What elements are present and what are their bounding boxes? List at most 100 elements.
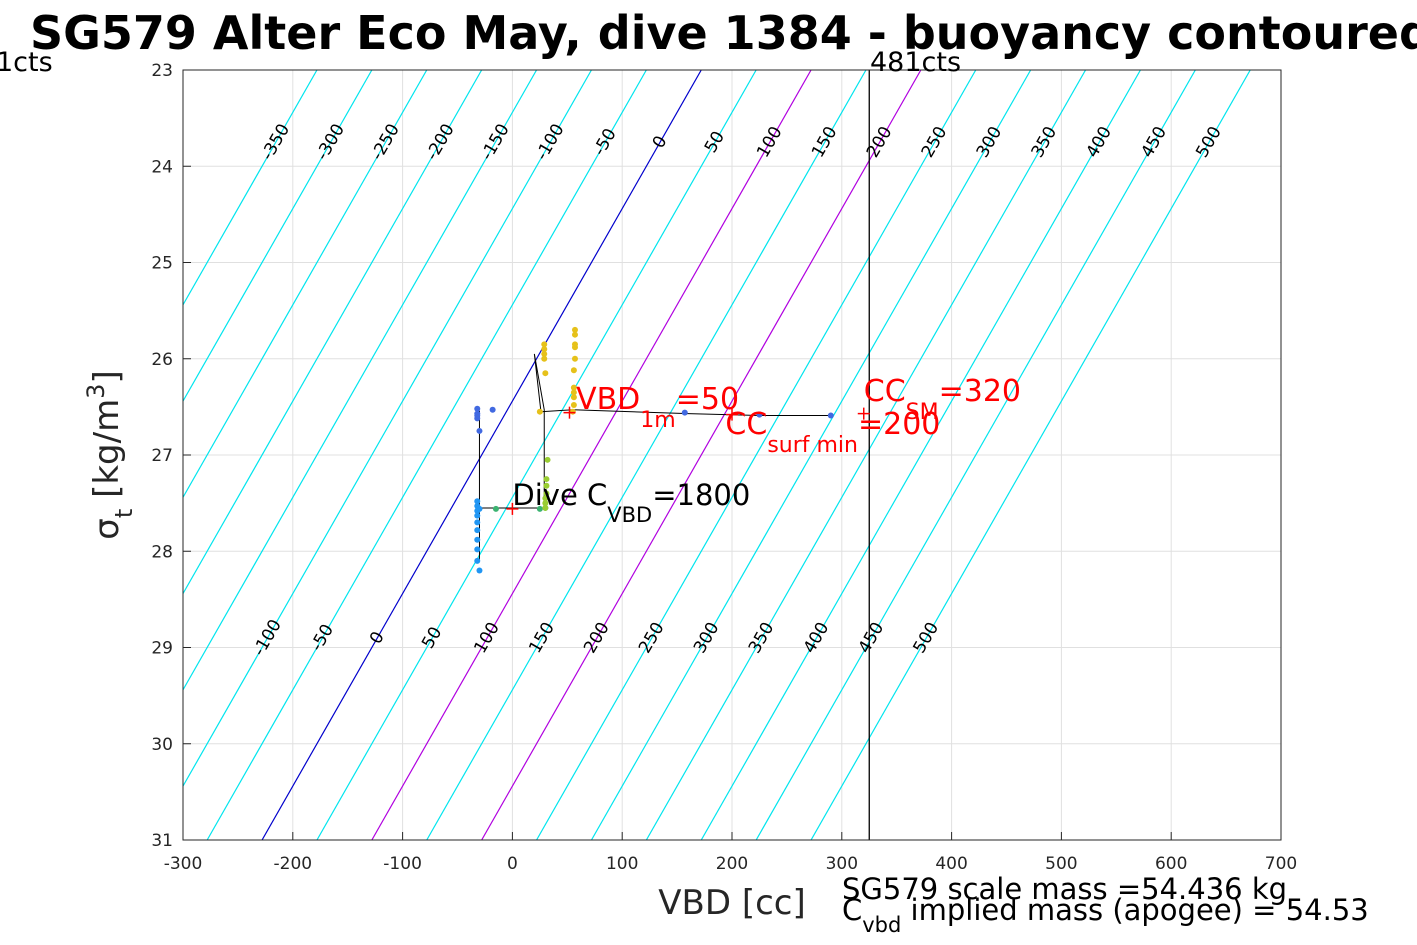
contour-label-bottom-12: 250 xyxy=(635,619,669,657)
point-0-5 xyxy=(681,409,688,416)
y-tick-label-5: 28 xyxy=(151,542,173,562)
x-tick-label-10: 700 xyxy=(1265,854,1297,874)
y-tick-label-2: 25 xyxy=(151,254,173,274)
point-4-14 xyxy=(570,401,577,408)
y-axis-superscript: 3 xyxy=(82,384,110,399)
contour-label-top-13: 300 xyxy=(973,123,1007,161)
point-1-3 xyxy=(474,512,481,519)
point-4-2 xyxy=(541,350,548,357)
annotation-ccsm: CCSM=320 xyxy=(864,374,1021,425)
x-tick-label-3: 0 xyxy=(507,854,518,874)
grid-lines xyxy=(182,69,1282,841)
point-2-1 xyxy=(536,505,543,512)
contour-label-bottom-16: 450 xyxy=(855,619,889,657)
y-axis-label: σt [kg/m3] xyxy=(82,370,138,539)
point-3-0 xyxy=(542,504,549,511)
implied-mass-sub: vbd xyxy=(862,913,901,937)
annotation-ccsurf-sub: surf min xyxy=(767,433,858,458)
point-4-9 xyxy=(571,355,578,362)
point-2-0 xyxy=(492,505,499,512)
annotation-divec-sub: VBD xyxy=(607,503,652,527)
contour-3 xyxy=(183,70,483,595)
dive-track xyxy=(478,353,831,561)
y-tick-label-6: 29 xyxy=(151,639,173,659)
x-tick-label-9: 600 xyxy=(1155,854,1187,874)
annotation-ccsm-rest: =320 xyxy=(939,374,1021,409)
y-axis-ticks: 23 24 25 26 27 28 29 30 31 xyxy=(151,61,191,851)
contour-label-bottom-7: 0 xyxy=(366,628,389,647)
contour-11 xyxy=(481,70,922,840)
contour-label-top-14: 350 xyxy=(1028,123,1062,161)
point-3-2 xyxy=(542,495,549,502)
point-4-1 xyxy=(541,346,548,353)
svg-text:σt [kg/m3]: σt [kg/m3] xyxy=(82,370,138,539)
contour-10 xyxy=(426,70,867,840)
contour-4 xyxy=(183,70,538,692)
contour-13 xyxy=(590,70,1032,840)
contour-label-bottom-11: 200 xyxy=(580,619,614,657)
y-axis-close: ] xyxy=(87,370,127,383)
point-4-11 xyxy=(570,384,577,391)
point-3-1 xyxy=(542,500,549,507)
x-axis-label: VBD [cc] xyxy=(658,883,806,923)
x-tick-label-5: 200 xyxy=(716,854,748,874)
x-tick-label-7: 400 xyxy=(935,854,967,874)
implied-mass-rest: implied mass (apogee) = 54.53 xyxy=(901,893,1368,927)
x-tick-label-0: -300 xyxy=(164,854,203,874)
contour-17 xyxy=(810,70,1251,840)
contour-0 xyxy=(183,70,318,307)
scale-mass-text: SG579 scale mass =54.436 kg xyxy=(842,872,1287,906)
contour-label-bottom-14: 350 xyxy=(745,619,779,657)
point-1-7 xyxy=(474,546,481,553)
annotation-ccsurf-rest: =200 xyxy=(858,407,940,442)
implied-mass-text: Cvbd implied mass (apogee) = 54.53 xyxy=(842,893,1369,937)
contour-label-top-8: 50 xyxy=(701,128,729,157)
x-tick-label-1: -200 xyxy=(274,854,313,874)
point-4-10 xyxy=(570,367,577,374)
contour-label-top-17: 500 xyxy=(1192,123,1226,161)
point-4-0 xyxy=(541,341,548,348)
point-1-6 xyxy=(474,536,481,543)
data-points xyxy=(474,326,834,574)
x-tick-label-8: 500 xyxy=(1045,854,1077,874)
point-1-8 xyxy=(474,557,481,564)
point-4-12 xyxy=(570,389,577,396)
x-tick-label-6: 300 xyxy=(826,854,858,874)
x-tick-label-4: 100 xyxy=(606,854,638,874)
point-1-4 xyxy=(474,519,481,526)
contour-7 xyxy=(261,70,702,840)
point-4-13 xyxy=(570,394,577,401)
point-4-8 xyxy=(571,344,578,351)
contour-1 xyxy=(183,70,373,403)
contour-12 xyxy=(536,70,977,840)
point-4-6 xyxy=(571,331,578,338)
y-tick-label-3: 26 xyxy=(151,350,173,370)
contour-5 xyxy=(183,70,592,788)
contour-label-top-0: -350 xyxy=(257,120,294,163)
y-axis-unit: [kg/m xyxy=(87,399,127,509)
contour-14 xyxy=(645,70,1087,840)
point-1-10 xyxy=(476,505,483,512)
contour-label-top-6: -50 xyxy=(590,125,621,159)
point-1-5 xyxy=(474,527,481,534)
contour-label-bottom-15: 400 xyxy=(800,619,834,657)
contour-lines xyxy=(183,70,1251,840)
contour-label-bottom-10: 150 xyxy=(525,619,559,657)
annotation-ccsm-sub: SM xyxy=(906,400,939,425)
y-tick-label-7: 30 xyxy=(151,735,173,755)
contour-label-bottom-9: 100 xyxy=(470,619,504,657)
point-1-9 xyxy=(476,567,483,574)
point-3-6 xyxy=(544,456,551,463)
y-tick-label-4: 27 xyxy=(151,446,173,466)
contour-label-bottom-17: 500 xyxy=(910,619,944,657)
annotation-vbd1m-main: VBD xyxy=(576,382,640,417)
reference-markers xyxy=(506,406,870,515)
contour-label-top-5: -100 xyxy=(532,120,569,163)
y-axis-subscript: t xyxy=(110,509,138,518)
point-0-0 xyxy=(474,405,481,412)
point-4-4 xyxy=(542,370,549,377)
contour-2 xyxy=(183,70,428,499)
contour-8 xyxy=(316,70,757,840)
annotation-ccsm-main: CC xyxy=(864,374,906,409)
contour-label-top-7: 0 xyxy=(649,132,672,151)
